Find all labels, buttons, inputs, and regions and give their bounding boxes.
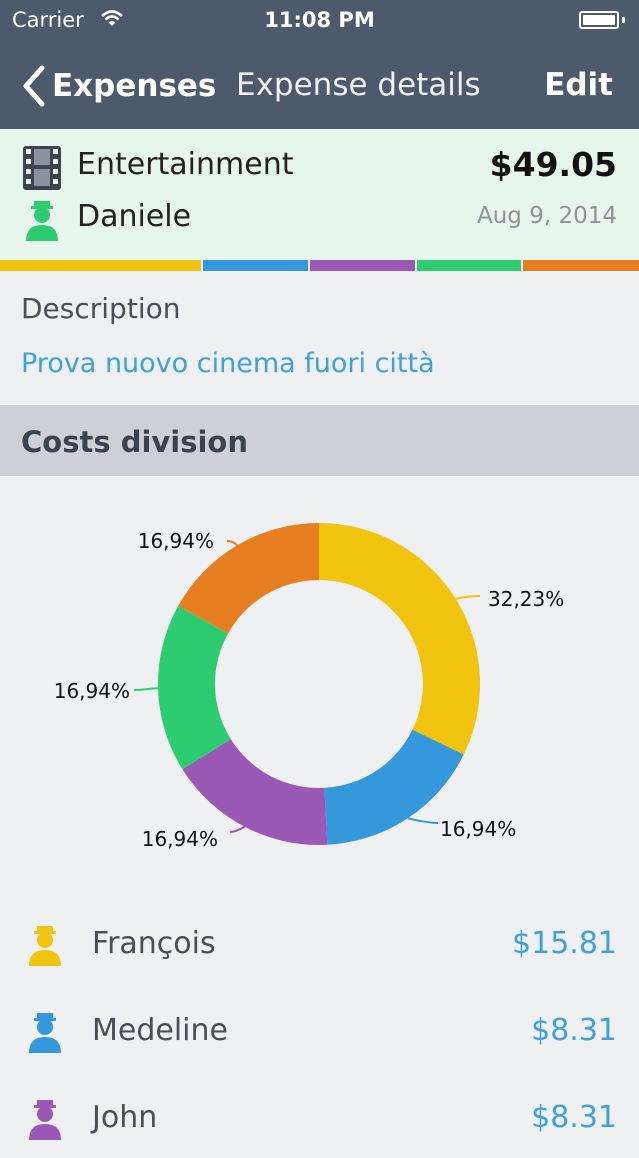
back-label: Expenses bbox=[52, 68, 217, 104]
person-icon bbox=[29, 926, 61, 966]
chevron-left-icon bbox=[23, 65, 45, 107]
participant-row[interactable]: François $15.81 bbox=[0, 904, 639, 984]
film-icon bbox=[23, 146, 61, 190]
category-name: Entertainment bbox=[77, 147, 294, 182]
navigation-bar: Expenses Expense details Edit bbox=[0, 40, 639, 129]
participant-name: Medeline bbox=[92, 1013, 228, 1048]
donut-slice-label: 16,94% bbox=[54, 679, 130, 703]
participants-color-strip bbox=[0, 260, 639, 271]
donut-slice-label: 16,94% bbox=[142, 827, 218, 851]
expense-summary: Entertainment $49.05 Daniele Aug 9, 2014 bbox=[0, 129, 639, 260]
participant-name: John bbox=[92, 1100, 158, 1135]
donut-slice bbox=[178, 523, 319, 634]
edit-button[interactable]: Edit bbox=[544, 67, 613, 103]
donut-slice-label: 16,94% bbox=[138, 529, 214, 553]
status-bar: Carrier 11:08 PM bbox=[0, 0, 639, 40]
section-header: Costs division bbox=[0, 405, 639, 476]
description-text: Prova nuovo cinema fuori città bbox=[21, 348, 435, 379]
color-strip-segment bbox=[416, 260, 522, 271]
color-strip-segment bbox=[310, 260, 415, 271]
person-icon bbox=[26, 201, 58, 241]
donut-slice bbox=[182, 739, 328, 845]
participant-amount: $8.31 bbox=[531, 1100, 617, 1135]
donut-slice-label: 32,23% bbox=[488, 587, 564, 611]
expense-date: Aug 9, 2014 bbox=[476, 203, 617, 229]
costs-donut-chart: 32,23% 16,94% 16,94% 16,94% 16,94% bbox=[54, 523, 564, 851]
battery-icon bbox=[579, 11, 625, 29]
participant-row[interactable]: John $8.31 bbox=[0, 1078, 639, 1158]
donut-leader-line bbox=[133, 687, 159, 691]
payer-name: Daniele bbox=[77, 199, 192, 234]
clock: 11:08 PM bbox=[264, 8, 375, 32]
participant-amount: $8.31 bbox=[531, 1013, 617, 1048]
donut-slice-label: 16,94% bbox=[440, 817, 516, 841]
expense-amount: $49.05 bbox=[489, 145, 617, 184]
donut-slice bbox=[319, 523, 480, 755]
color-strip-segment bbox=[0, 260, 202, 271]
donut-slice bbox=[158, 605, 231, 770]
person-icon bbox=[29, 1013, 61, 1053]
donut-leader-line bbox=[226, 540, 239, 547]
back-button[interactable]: Expenses bbox=[20, 64, 216, 108]
donut-leader-line bbox=[455, 595, 481, 600]
section-title: Costs division bbox=[21, 425, 249, 459]
person-icon bbox=[29, 1100, 61, 1140]
participant-name: François bbox=[92, 926, 216, 961]
participant-amount: $15.81 bbox=[512, 926, 617, 961]
donut-leader-line bbox=[229, 825, 246, 833]
wifi-icon bbox=[101, 10, 123, 26]
description-label: Description bbox=[21, 292, 181, 325]
participant-row[interactable]: Medeline $8.31 bbox=[0, 991, 639, 1071]
color-strip-segment bbox=[523, 260, 639, 271]
carrier-label: Carrier bbox=[12, 8, 84, 32]
color-strip-segment bbox=[203, 260, 309, 271]
page-title: Expense details bbox=[236, 67, 481, 103]
donut-slice bbox=[324, 729, 464, 845]
donut-leader-line bbox=[407, 817, 439, 824]
